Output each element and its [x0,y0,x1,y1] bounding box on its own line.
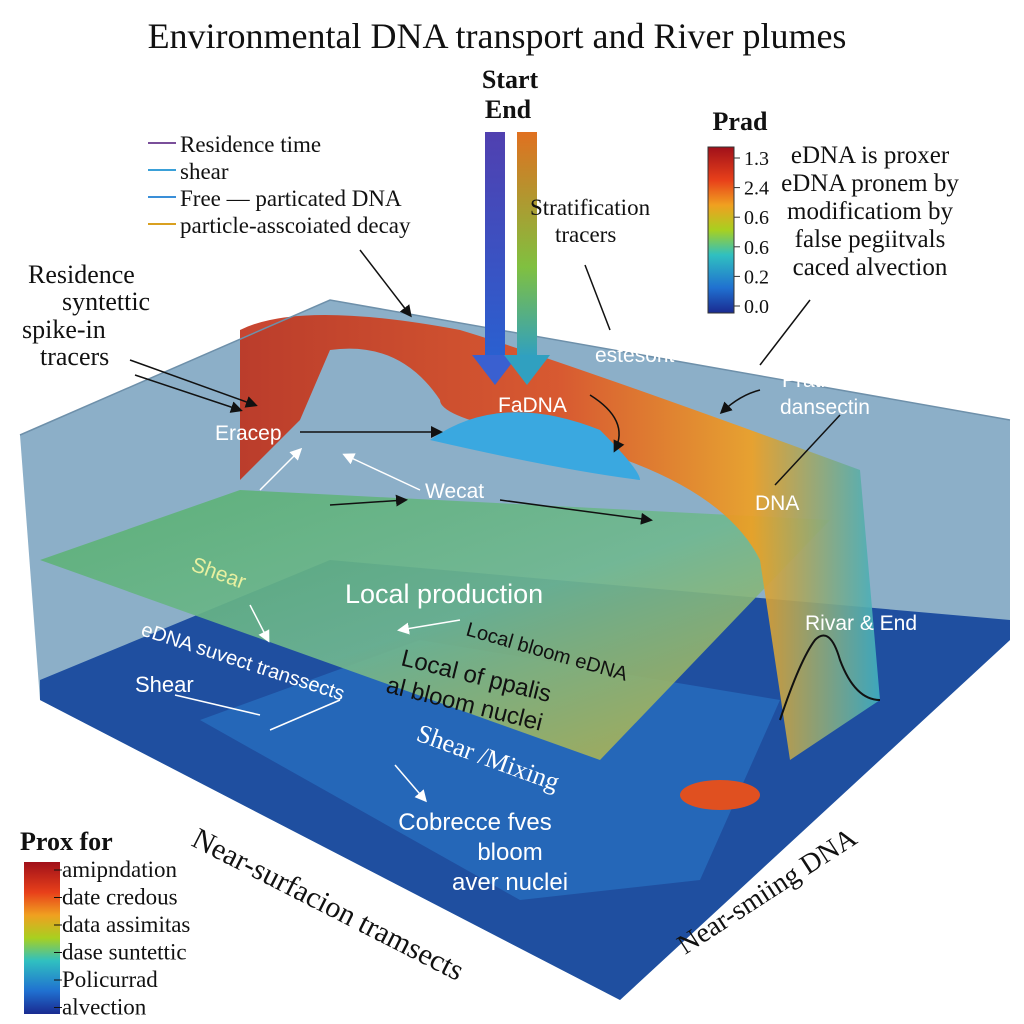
box-edge [19,299,1011,436]
colorbar-tick-label: 0.0 [744,296,769,318]
pointer [359,249,412,318]
pointer [774,414,841,486]
annotation: Eracep [215,422,282,445]
colorbar-label: date credous [62,885,178,910]
colorbar-label: Policurrad [62,967,158,992]
profile-curve [779,634,881,721]
plume [240,315,880,760]
pointer [129,359,258,408]
pointer [134,374,243,413]
colorbar-ticks: 1.3 2.4 0.6 0.6 0.2 0.0 [734,148,769,318]
annotation: spike-in [22,315,106,344]
pointer [259,447,303,491]
mid-sheet [40,490,830,760]
note-line: false pegiitvals [795,226,946,253]
colorbar [24,862,60,1014]
plume-core [430,412,640,480]
colorbar [707,146,735,314]
annotation: tracers [40,342,109,371]
colorbar-tick-label: 1.3 [744,148,769,170]
flow-label: Start [482,65,539,94]
legend-label: particle-asscoіated decay [180,213,411,238]
colorbar-label: amipndation [62,857,177,882]
legend-label: Free — particated DNA [180,186,402,211]
colorbar-tick-label: 0.2 [744,266,769,288]
annotation: FaDNA [498,394,567,417]
pointer [269,699,341,731]
flow-label: End [485,95,532,124]
annotation: bloom [477,839,542,866]
colorbar-tick-label: 2.4 [744,178,769,200]
pointer [397,619,461,635]
colorbar-title: Prad [713,107,768,136]
pointer [329,494,408,507]
note-line: modificatiom by [787,198,953,225]
note-line: eDNA is proxer [791,142,950,169]
pointer [249,604,270,643]
pointer [589,394,625,453]
annotation: estesorit [595,344,675,367]
colorbar-label: alvection [62,995,147,1020]
legend-label: shear [180,159,229,184]
pointer [342,453,421,491]
colorbar-title: Prox for [20,827,113,856]
colorbar-tick-label: 0.6 [744,237,769,259]
colorbar-tick-label: 0.6 [744,207,769,229]
note-line: eDNA pronem by [781,170,959,197]
arrow-end [517,132,537,357]
pointer [174,694,261,716]
annotation: Pratidetic [782,369,870,392]
annotation: Wecat [425,480,484,503]
annotation: syntettic [62,287,150,316]
pointer [584,264,611,331]
arrow-start-head [472,355,518,385]
title: Environmental DNA transport and River pl… [148,16,847,56]
annotation: Residence [28,260,135,289]
annotation: aver nuclei [452,869,568,896]
hotspot [680,780,760,810]
annotation: DNA [755,492,799,515]
annotation: Cobrecce fves [398,809,551,836]
colorbar-label: data assimitas [62,912,190,937]
pointer [499,499,653,525]
pointer [759,299,811,366]
annotation: Rivar & End [805,612,917,635]
note-line: caced alvection [793,254,948,281]
arrow-start [485,132,505,357]
annotation: Shear [135,672,194,697]
pointer [719,389,761,415]
annotation: Stratification [530,195,651,220]
annotation: Local production [345,579,543,609]
arrow-end-head [504,355,550,385]
annotation: dansectin [780,396,870,419]
colorbar-label: dase suntettic [62,940,187,965]
pointer [394,764,427,803]
legend-label: Residence time [180,132,321,157]
annotation: tracers [555,222,616,247]
